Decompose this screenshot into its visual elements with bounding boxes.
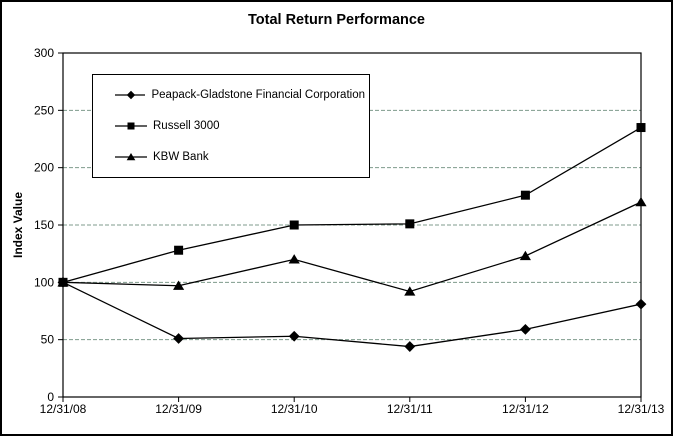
legend-sample bbox=[115, 122, 147, 130]
marker-triangle bbox=[519, 250, 531, 261]
y-tick-label: 300 bbox=[34, 46, 54, 60]
marker-triangle bbox=[173, 280, 185, 290]
y-tick-label: 150 bbox=[34, 218, 54, 232]
marker-square bbox=[636, 123, 646, 133]
series-line-square bbox=[62, 126, 642, 283]
legend-item: Russell 3000 bbox=[115, 120, 365, 132]
x-tick-label: 12/31/08 bbox=[40, 402, 87, 416]
x-tick-label: 12/31/13 bbox=[618, 402, 665, 416]
y-axis-title: Index Value bbox=[11, 191, 25, 259]
legend-item: KBW Bank bbox=[115, 151, 365, 163]
y-tick-label: 0 bbox=[47, 390, 54, 404]
legend-sample bbox=[115, 91, 146, 100]
legend-label: KBW Bank bbox=[153, 150, 209, 163]
marker-diamond bbox=[404, 341, 416, 352]
legend-label: Peapack-Gladstone Financial Corporation bbox=[151, 89, 365, 102]
marker-triangle bbox=[126, 152, 136, 160]
legend-sample bbox=[115, 152, 147, 160]
marker-diamond bbox=[520, 323, 531, 335]
x-tick-label: 12/31/11 bbox=[387, 402, 433, 416]
y-tick-label: 250 bbox=[34, 103, 54, 117]
series-line-diamond bbox=[62, 281, 642, 348]
legend-label: Russell 3000 bbox=[153, 119, 220, 132]
marker-square bbox=[174, 245, 184, 255]
marker-triangle bbox=[635, 196, 647, 207]
marker-diamond bbox=[635, 298, 647, 310]
x-tick-label: 12/31/10 bbox=[271, 402, 318, 416]
x-tick-label: 12/31/12 bbox=[502, 402, 549, 416]
marker-square bbox=[405, 219, 415, 229]
y-tick-label: 50 bbox=[41, 333, 55, 347]
y-tick-label: 200 bbox=[34, 161, 54, 175]
marker-square bbox=[127, 122, 135, 130]
marker-square bbox=[289, 220, 299, 230]
marker-diamond bbox=[173, 333, 184, 344]
marker-triangle bbox=[288, 254, 300, 264]
marker-triangle bbox=[404, 286, 416, 296]
marker-diamond bbox=[288, 330, 300, 342]
marker-triangle bbox=[57, 277, 69, 287]
marker-diamond bbox=[126, 91, 136, 100]
x-tick-label: 12/31/09 bbox=[155, 402, 202, 416]
legend-item: Peapack-Gladstone Financial Corporation bbox=[115, 89, 365, 101]
y-tick-label: 100 bbox=[34, 275, 54, 289]
chart-title: Total Return Performance bbox=[248, 12, 425, 28]
series-line-triangle bbox=[62, 201, 642, 293]
marker-square bbox=[520, 190, 530, 200]
legend: Peapack-Gladstone Financial Corporation R… bbox=[92, 74, 370, 178]
